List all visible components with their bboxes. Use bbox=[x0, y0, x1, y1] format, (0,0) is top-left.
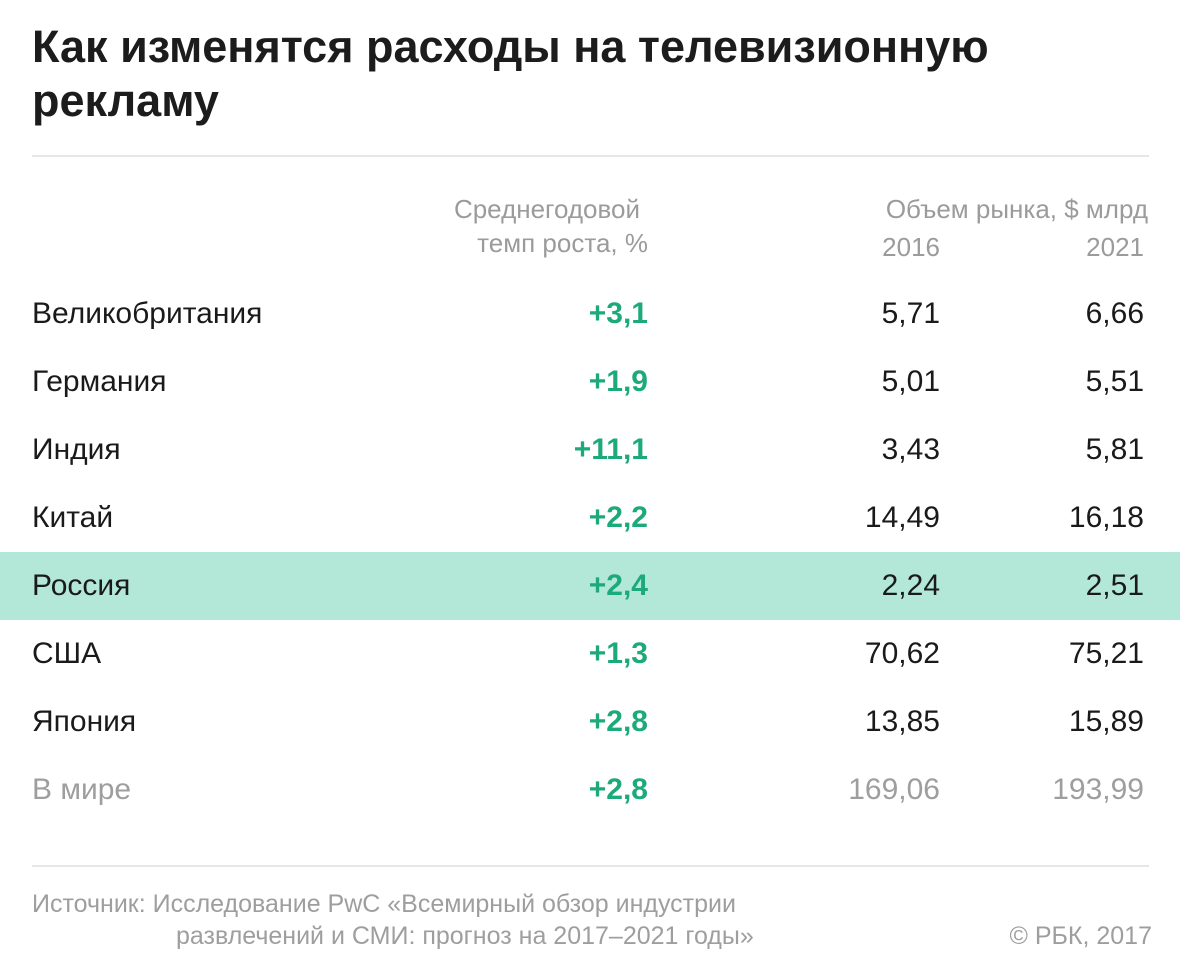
market-2016-value: 70,62 bbox=[864, 637, 940, 670]
market-2021-value: 193,99 bbox=[1052, 773, 1144, 806]
country-label: В мире bbox=[32, 773, 132, 806]
market-2016-value: 3,43 bbox=[881, 433, 940, 466]
year-2021-header: 2021 bbox=[1086, 232, 1144, 262]
market-2016-value: 13,85 bbox=[864, 705, 940, 738]
market-2021-value: 5,51 bbox=[1085, 365, 1144, 398]
table-row: Россия +2,4 2,24 2,51 bbox=[0, 552, 1180, 620]
country-label: США bbox=[32, 637, 102, 670]
country-label: Индия bbox=[32, 433, 121, 466]
source-note: Источник: Исследование PwC «Всемирный об… bbox=[32, 888, 754, 952]
market-2021-value: 75,21 bbox=[1068, 637, 1144, 670]
growth-rate-value: +2,8 bbox=[588, 705, 648, 738]
market-2021-value: 2,51 bbox=[1085, 569, 1144, 602]
country-label: Япония bbox=[32, 705, 137, 738]
market-2021-value: 6,66 bbox=[1085, 297, 1144, 330]
table-row: Германия +1,9 5,01 5,51 bbox=[0, 348, 1180, 416]
table-row: Япония +2,8 13,85 15,89 bbox=[0, 688, 1180, 756]
growth-rate-value: +3,1 bbox=[588, 297, 648, 330]
growth-rate-value: +2,4 bbox=[588, 569, 648, 602]
growth-rate-value: +1,3 bbox=[588, 637, 648, 670]
market-2021-value: 5,81 bbox=[1085, 433, 1144, 466]
source-line-1: Источник: Исследование PwC «Всемирный об… bbox=[32, 890, 736, 918]
table-row: Великобритания +3,1 5,71 6,66 bbox=[0, 280, 1180, 348]
market-2016-value: 5,71 bbox=[881, 297, 940, 330]
growth-rate-value: +11,1 bbox=[573, 433, 648, 466]
market-2016-value: 2,24 bbox=[881, 569, 940, 602]
growth-rate-value: +1,9 bbox=[588, 365, 648, 398]
table-row: Китай +2,2 14,49 16,18 bbox=[0, 484, 1180, 552]
market-2021-value: 15,89 bbox=[1068, 705, 1144, 738]
table-row: Индия +11,1 3,43 5,81 bbox=[0, 416, 1180, 484]
data-table: Великобритания +3,1 5,71 6,66 Германия +1,9 5,… bbox=[0, 280, 1180, 824]
growth-header-line-2: темп роста, % bbox=[477, 228, 648, 258]
footer-divider bbox=[32, 865, 1149, 867]
year-2016-header: 2016 bbox=[882, 232, 940, 262]
growth-column-header: Среднегодовой темп роста, % bbox=[454, 192, 648, 260]
growth-header-line-1: Среднегодовой bbox=[453, 194, 640, 224]
country-label: Китай bbox=[32, 501, 114, 534]
market-2021-value: 16,18 bbox=[1068, 501, 1144, 534]
market-size-header: Объем рынка, $ млрд bbox=[885, 194, 1148, 224]
country-label: Россия bbox=[32, 569, 131, 602]
table-row: США +1,3 70,62 75,21 bbox=[0, 620, 1180, 688]
market-2016-value: 5,01 bbox=[881, 365, 940, 398]
page-title: Как изменятся расходы на телевизионную р… bbox=[32, 21, 989, 126]
table-row: В мире +2,8 169,06 193,99 bbox=[0, 756, 1180, 824]
title-divider bbox=[32, 155, 1149, 157]
growth-rate-value: +2,8 bbox=[588, 773, 648, 806]
country-label: Великобритания bbox=[32, 297, 263, 330]
source-line-2: развлечений и СМИ: прогноз на 2017–2021 … bbox=[176, 922, 754, 950]
market-2016-value: 169,06 bbox=[848, 773, 940, 806]
market-2016-value: 14,49 bbox=[864, 501, 940, 534]
growth-rate-value: +2,2 bbox=[588, 501, 648, 534]
copyright-credit: © РБК, 2017 bbox=[1009, 922, 1152, 950]
country-label: Германия bbox=[32, 365, 167, 398]
